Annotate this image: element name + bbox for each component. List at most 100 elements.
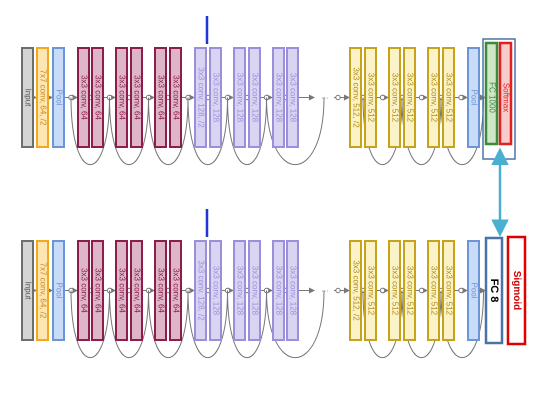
layer-block-c512 [442,240,455,341]
network-modified: ··· Input 7x7 conv, 64, /2 Pool 3x3 conv, 64… [21,209,527,359]
layer-label: Input [23,282,32,301]
layer-block-c512 [388,240,401,341]
layer-block-c64 [115,47,128,148]
layer-label: 3x3 conv, 512 [390,266,399,316]
layer-label: 3x3 conv, 64 [132,75,141,120]
layer-label: 3x3 conv, 128 [250,73,259,123]
network-original: ··· Input 7x7 conv, 64, /2 Pool 3x3 conv, 64… [21,16,516,166]
merge-node [335,287,341,294]
layer-block-c128 [272,47,285,148]
layer-block-conv7 [36,47,49,148]
layer-block-c128 [248,240,261,341]
layer-block-c64 [77,47,90,148]
layer-label: 3x3 conv, 128 [274,73,283,123]
layer-label: Pool [469,282,478,298]
layer-block-c64 [169,240,182,341]
layer-block-c64 [91,240,104,341]
layer-label: 3x3 conv, 64 [156,268,165,313]
skip-connection [227,290,267,358]
layer-block-c512 [427,240,440,341]
skip-connection [266,97,325,166]
layer-block-c64 [154,47,167,148]
layer-block-conv7 [36,240,49,341]
merge-node [418,94,425,101]
layer-block-c128 [194,47,207,148]
layer-block-c64 [115,240,128,341]
skip-connection [187,97,228,165]
layer-label: Input [23,89,32,108]
layer-block-c512 [403,240,416,341]
skip-connection [109,290,149,358]
layer-block-c512 [427,47,440,148]
layer-block-c64 [130,240,143,341]
merge-node [335,94,341,101]
layer-label: Pool [469,89,478,105]
merge-node [379,287,386,294]
layer-block-input [21,240,34,341]
layer-block-c64 [154,240,167,341]
layer-block-c128 [286,240,299,341]
layer-block-c512 [388,47,401,148]
head-label: Softmax [501,83,510,112]
head-label: FC 8 [488,279,500,303]
layer-label: 3x3 conv, 128 [250,266,259,316]
layer-label: 3x3 conv, 64 [117,75,126,120]
layer-block-c128 [286,47,299,148]
skip-connection [187,290,228,358]
layer-block-c128 [209,47,222,148]
layer-label: 3x3 conv, 512 [366,266,375,316]
layer-block-c128 [233,240,246,341]
layer-block-c64 [130,47,143,148]
layer-label: 3x3 conv, 128, /2 [196,260,205,321]
layer-block-c128 [209,240,222,341]
head-label: Sigmoid [511,271,522,310]
skip-connection [70,97,110,165]
layer-label: 3x3 conv, 512 [366,73,375,123]
layer-label: 3x3 conv, 512 [429,266,438,316]
layer-label: 3x3 conv, 128 [235,266,244,316]
layer-label: 3x3 conv, 64 [171,75,180,120]
layer-label: 3x3 conv, 128 [235,73,244,123]
skip-connection [227,97,267,165]
skip-connection [109,97,149,165]
layer-label: 3x3 conv, 64 [117,268,126,313]
layer-label: 3x3 conv, 128 [288,266,297,316]
layer-label: 3x3 conv, 128 [274,266,283,316]
layer-block-c512 [364,47,377,148]
layer-block-c128 [194,240,207,341]
merge-node [458,287,464,294]
layer-block-c64 [91,47,104,148]
layer-label: 3x3 conv, 512, /2 [351,260,360,321]
layer-block-c512 [349,47,362,148]
layer-label: 3x3 conv, 512 [444,266,453,316]
layer-label: 3x3 conv, 64 [79,75,88,120]
layer-block-c128 [248,47,261,148]
layer-label: 7x7 conv, 64, /2 [38,70,47,126]
layer-label: 7x7 conv, 64, /2 [38,263,47,319]
ellipsis-text: ··· [321,287,329,296]
merge-node [418,287,425,294]
layer-label: 3x3 conv, 512, /2 [351,67,360,128]
layer-label: 3x3 conv, 512 [390,73,399,123]
layer-label: Pool [54,282,63,298]
layer-block-c64 [77,240,90,341]
layer-block-c64 [169,47,182,148]
layer-label: Pool [54,89,63,105]
layer-label: 3x3 conv, 512 [444,73,453,123]
layer-block-c128 [233,47,246,148]
layer-block-c512 [403,47,416,148]
layer-block-c512 [364,240,377,341]
head-block-fc8 [484,236,504,345]
layer-label: 3x3 conv, 128 [288,73,297,123]
layer-block-input [21,47,34,148]
head-block-fc1000 [484,41,499,146]
layer-block-pool [52,47,65,148]
layer-label: 3x3 conv, 512 [405,266,414,316]
merge-node [379,94,386,101]
merge-node [458,94,464,101]
layer-block-c128 [272,240,285,341]
head-block-sigmoid [506,235,527,346]
layer-label: 3x3 conv, 128 [211,73,220,123]
layer-label: 3x3 conv, 512 [429,73,438,123]
